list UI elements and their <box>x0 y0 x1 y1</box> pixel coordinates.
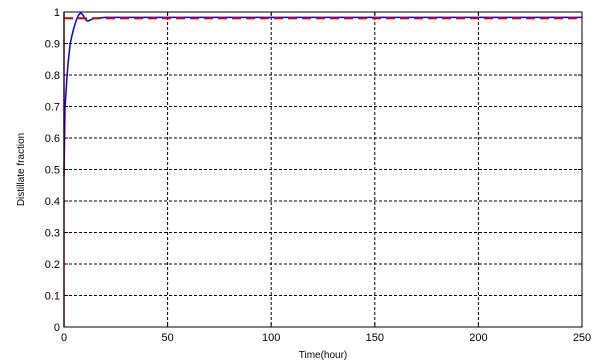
y-tick-label: 0.6 <box>45 133 60 145</box>
x-tick-label: 50 <box>161 332 173 344</box>
y-tick-label: 0.2 <box>45 259 60 271</box>
x-tick-label: 0 <box>61 332 67 344</box>
x-tick-labels: 0 50 100 150 200 250 <box>61 332 591 344</box>
x-tick-label: 100 <box>262 332 280 344</box>
y-tick-label: 0.8 <box>45 70 60 82</box>
y-tick-labels: 0 0.1 0.2 0.3 0.4 0.5 0.6 0.7 0.8 0.9 1 <box>45 7 60 334</box>
x-tick-label: 250 <box>573 332 591 344</box>
y-tick-label: 0.7 <box>45 102 60 114</box>
y-tick-label: 0.9 <box>45 39 60 51</box>
y-tick-label: 1 <box>54 7 60 19</box>
grid-lines <box>64 12 582 327</box>
x-axis-title: Time(hour) <box>299 350 348 361</box>
y-tick-label: 0.5 <box>45 165 60 177</box>
y-tick-label: 0 <box>54 322 60 334</box>
y-tick-label: 0.3 <box>45 228 60 240</box>
y-axis-title: Distillate fraction <box>16 133 27 206</box>
x-tick-label: 200 <box>469 332 487 344</box>
y-tick-label: 0.1 <box>45 291 60 303</box>
y-tick-label: 0.4 <box>45 196 60 208</box>
axis-ticks <box>63 11 583 328</box>
x-tick-label: 150 <box>366 332 384 344</box>
